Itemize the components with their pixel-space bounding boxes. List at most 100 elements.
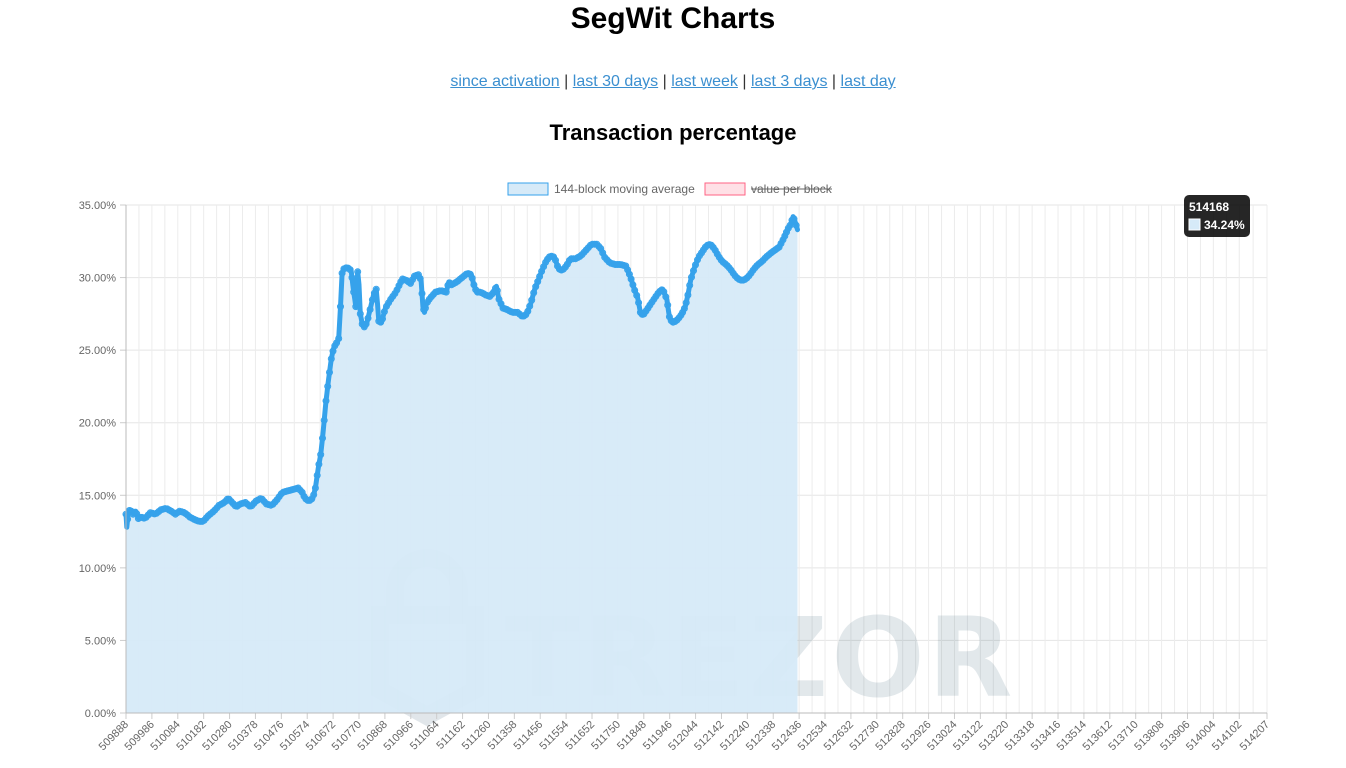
nav-separator: | (564, 73, 569, 90)
series-point (142, 513, 150, 521)
series-point (707, 241, 715, 249)
series-point (209, 508, 217, 516)
series-point (775, 243, 783, 251)
series-point (528, 296, 536, 304)
series-point (306, 496, 314, 504)
series-point (468, 274, 476, 282)
series-point (327, 355, 335, 363)
series-point (737, 276, 745, 284)
series-point (458, 274, 466, 282)
series-point (526, 302, 534, 310)
nav-last-day-link[interactable]: last day (840, 73, 896, 90)
series-point (792, 221, 800, 229)
series-point (416, 275, 424, 282)
series-area-fill (126, 216, 798, 713)
series-point (563, 260, 571, 268)
series-point (326, 368, 333, 376)
series-point (788, 216, 796, 224)
series-point (684, 291, 692, 299)
series-point (567, 255, 575, 263)
tooltip-swatch (1188, 218, 1201, 231)
nav-last-30-days-link[interactable]: last 30 days (572, 73, 659, 90)
series-point (514, 308, 521, 316)
series-point (454, 277, 462, 285)
nav-since-activation-link[interactable]: since activation (450, 73, 560, 90)
series-point (622, 262, 630, 270)
series-point (131, 508, 139, 516)
legend-label: 144-block moving average (554, 182, 695, 196)
series-point (733, 274, 741, 282)
legend-swatch (507, 182, 549, 196)
nav-last-3-days-link[interactable]: last 3 days (750, 73, 828, 90)
series-point (324, 382, 332, 390)
series-point (493, 287, 501, 295)
series-point (601, 253, 609, 261)
series-point (591, 240, 599, 248)
series-point (688, 273, 695, 281)
series-point (540, 263, 548, 271)
y-tick-label: 25.00% (79, 345, 117, 357)
series-point (346, 266, 354, 274)
series-point (352, 303, 360, 311)
series-point (662, 293, 670, 301)
series-point (599, 249, 607, 257)
series-point (383, 302, 390, 310)
series-point (364, 314, 372, 322)
series-point (671, 318, 679, 325)
series-point (486, 292, 494, 300)
series-point (372, 285, 380, 293)
series-point (495, 295, 503, 303)
series-point (241, 499, 249, 506)
series-point (520, 312, 528, 320)
chart-legend: 144-block moving average value per block (507, 182, 833, 196)
series-point (421, 304, 429, 312)
series-point (656, 287, 664, 295)
series-point (456, 275, 464, 283)
series-point (559, 265, 567, 273)
series-point (597, 245, 605, 252)
series-point (763, 252, 771, 260)
series-point (370, 289, 378, 297)
series-point (333, 339, 341, 347)
series-point (511, 308, 519, 316)
series-point (779, 236, 787, 244)
series-point (407, 279, 414, 287)
series-point (490, 288, 498, 296)
series-point (731, 272, 739, 280)
series-point (488, 290, 496, 298)
series-point (665, 313, 673, 321)
series-point (686, 281, 694, 289)
series-point (393, 286, 401, 294)
series-point (379, 315, 386, 323)
series-point (593, 240, 601, 248)
series-point (694, 256, 701, 264)
series-point (442, 288, 450, 296)
series-point (759, 257, 767, 264)
series-point (603, 256, 611, 264)
series-point (320, 416, 328, 424)
series-point (350, 288, 358, 296)
series-point (474, 288, 482, 296)
series-point (317, 451, 325, 459)
series-point (633, 291, 641, 299)
series-point (420, 306, 428, 313)
series-point (711, 246, 719, 254)
transaction-percentage-chart[interactable]: TREZOR 0.00%5.00%10.00%15.00%20.00%25.00… (0, 170, 1346, 768)
x-tick-label: 514207 (1238, 719, 1272, 753)
series-point (204, 512, 212, 520)
series-point (418, 290, 426, 297)
series-point (311, 484, 319, 492)
series-point (124, 515, 132, 523)
series-point (664, 301, 672, 309)
y-tick-label: 20.00% (79, 418, 117, 430)
series-point (777, 240, 785, 247)
nav-last-week-link[interactable]: last week (671, 73, 738, 90)
series-point (196, 517, 204, 525)
series-point (470, 281, 478, 289)
series-point (624, 266, 632, 274)
series-point (338, 269, 346, 277)
series-point (298, 488, 306, 496)
series-point (304, 496, 312, 504)
series-point (313, 471, 321, 479)
y-tick-label: 35.00% (79, 200, 117, 212)
